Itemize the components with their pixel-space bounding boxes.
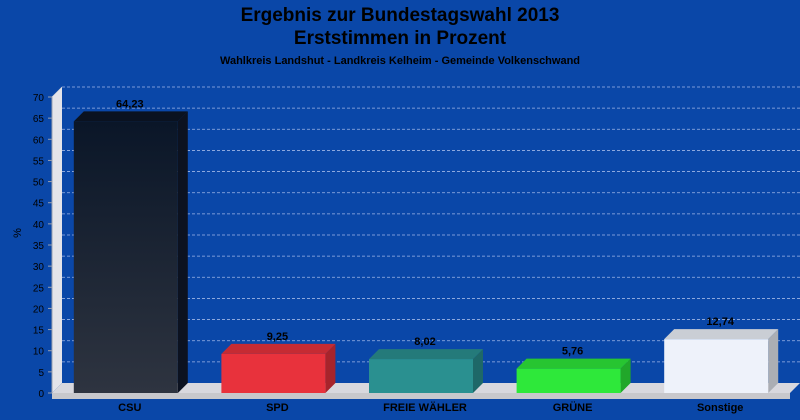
y-tick-label: 35 — [33, 241, 45, 252]
bar-side — [768, 329, 779, 393]
bar-side — [177, 111, 188, 393]
y-tick-label: 65 — [33, 114, 45, 125]
bar-spd — [221, 353, 326, 393]
bar-sonstige — [664, 339, 769, 393]
bar-side — [325, 343, 336, 393]
bar-side — [620, 358, 631, 393]
chart-subtitle: Wahlkreis Landshut - Landkreis Kelheim -… — [219, 55, 581, 67]
y-tick-label: 40 — [33, 220, 45, 231]
y-tick-label: 15 — [33, 326, 45, 337]
value-label: 8,02 — [414, 336, 435, 348]
value-label: 64,23 — [116, 98, 144, 110]
value-label: 9,25 — [267, 331, 288, 343]
left-wall — [52, 87, 62, 393]
y-tick-label: 30 — [33, 262, 45, 273]
y-tick-label: 5 — [38, 368, 44, 379]
y-tick-label: 45 — [33, 199, 45, 210]
y-tick-label: 50 — [33, 178, 45, 189]
x-tick-label: CSU — [118, 402, 141, 414]
y-axis-label: % — [12, 228, 24, 238]
y-tick-label: 60 — [33, 135, 45, 146]
bar-freie-w-hler — [369, 359, 473, 393]
chart-title-line1: Ergebnis zur Bundestagswahl 2013 — [240, 5, 560, 26]
y-tick-label: 10 — [33, 347, 45, 358]
bar-side — [473, 349, 483, 393]
chart-title-line2: Erststimmen in Prozent — [293, 28, 507, 49]
x-tick-label: FREIE WÄHLER — [383, 401, 467, 414]
floor-edge — [52, 393, 790, 399]
y-tick-label: 0 — [38, 389, 44, 400]
bar-top — [73, 111, 188, 122]
y-tick-label: 55 — [33, 156, 45, 167]
value-label: 12,74 — [706, 316, 734, 328]
y-tick-label: 20 — [33, 304, 45, 315]
value-label: 5,76 — [562, 346, 583, 358]
bar-top — [369, 349, 483, 360]
bar-top — [516, 358, 631, 369]
bar-top — [221, 343, 336, 354]
x-tick-label: SPD — [266, 402, 289, 414]
y-tick-label: 70 — [33, 93, 45, 104]
y-tick-label: 25 — [33, 283, 45, 294]
bar-csu — [73, 121, 178, 393]
x-tick-label: GRÜNE — [553, 401, 593, 414]
x-tick-label: Sonstige — [697, 402, 743, 414]
bar-top — [664, 329, 779, 340]
bar-gr-ne — [516, 368, 621, 393]
